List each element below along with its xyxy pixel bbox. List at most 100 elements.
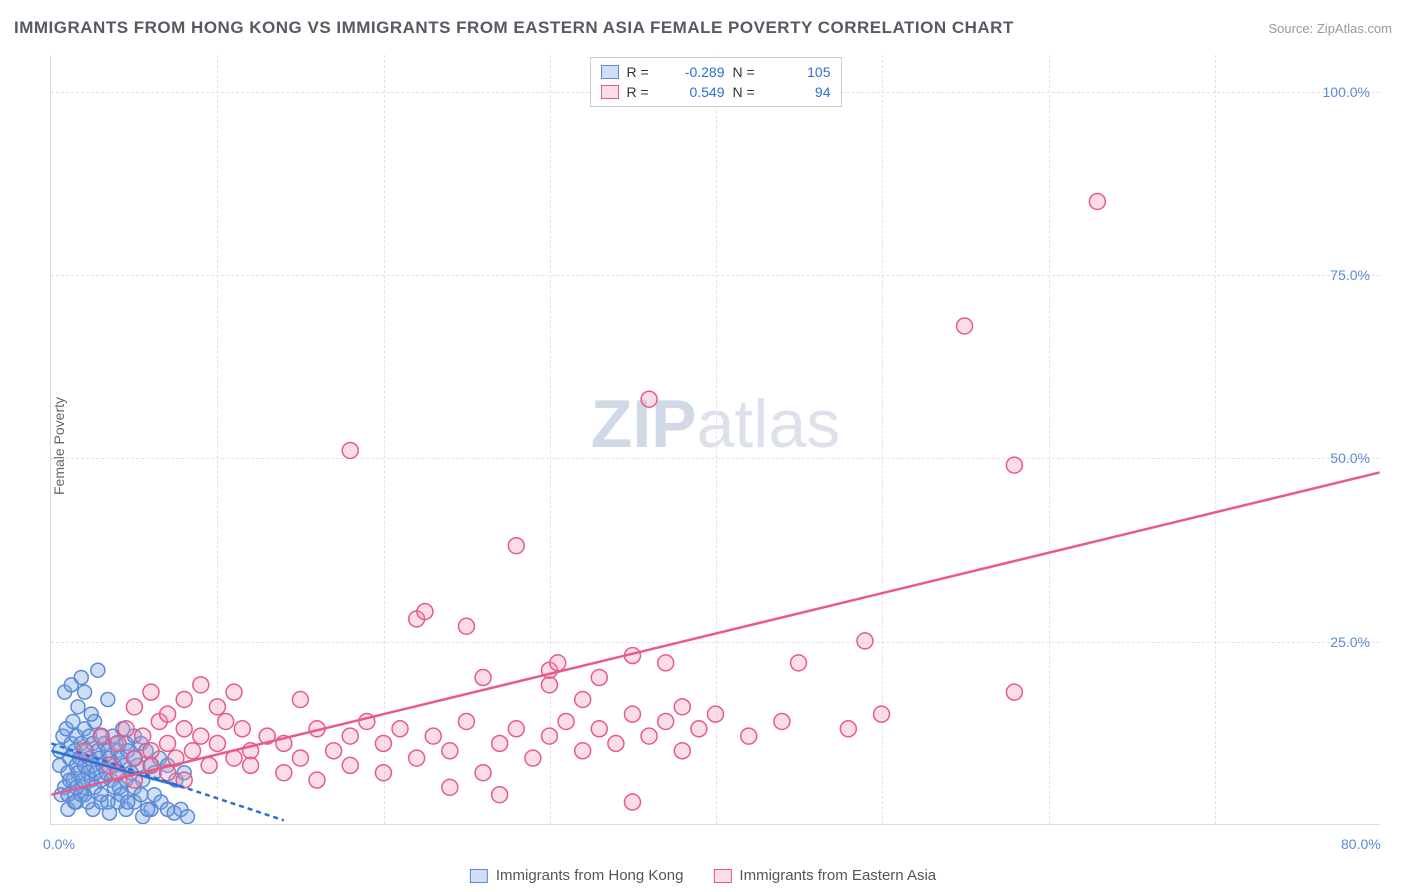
data-point [957, 318, 973, 334]
data-point [674, 699, 690, 715]
data-point [326, 743, 342, 759]
legend-item-ea: Immigrants from Eastern Asia [713, 867, 936, 884]
data-point [624, 706, 640, 722]
data-point [417, 604, 433, 620]
swatch-ea-icon [713, 869, 731, 883]
data-point [774, 713, 790, 729]
stat-r-label: R = [627, 64, 657, 80]
data-point [541, 677, 557, 693]
legend-item-hk: Immigrants from Hong Kong [470, 867, 684, 884]
data-point [375, 765, 391, 781]
data-point [118, 721, 134, 737]
data-point [134, 788, 148, 802]
data-point [442, 743, 458, 759]
x-tick-label: 80.0% [1341, 836, 1381, 852]
swatch-hk-icon [601, 65, 619, 79]
legend-bottom: Immigrants from Hong Kong Immigrants fro… [470, 867, 936, 884]
data-point [309, 772, 325, 788]
data-point [209, 699, 225, 715]
data-point [475, 765, 491, 781]
data-point [624, 794, 640, 810]
data-point [409, 750, 425, 766]
data-point [176, 721, 192, 737]
stat-r-label: R = [627, 84, 657, 100]
data-point [691, 721, 707, 737]
stat-r-value-ea: 0.549 [665, 84, 725, 100]
data-point [392, 721, 408, 737]
stat-r-value-hk: -0.289 [665, 64, 725, 80]
legend-stats: R = -0.289 N = 105 R = 0.549 N = 94 [590, 57, 842, 107]
data-point [181, 810, 195, 824]
data-point [508, 538, 524, 554]
chart-title: IMMIGRANTS FROM HONG KONG VS IMMIGRANTS … [14, 18, 1014, 38]
data-point [176, 692, 192, 708]
data-point [458, 713, 474, 729]
data-point [1089, 193, 1105, 209]
data-point [93, 728, 109, 744]
data-point [143, 684, 159, 700]
stat-n-value-ea: 94 [771, 84, 831, 100]
data-point [101, 693, 115, 707]
legend-label-ea: Immigrants from Eastern Asia [739, 867, 936, 884]
data-point [1006, 457, 1022, 473]
data-point [141, 802, 155, 816]
data-point [658, 713, 674, 729]
data-point [658, 655, 674, 671]
data-point [64, 678, 78, 692]
stat-n-label: N = [733, 64, 763, 80]
data-point [193, 728, 209, 744]
data-point [425, 728, 441, 744]
data-point [126, 750, 142, 766]
data-point [550, 655, 566, 671]
data-point [741, 728, 757, 744]
data-point [292, 750, 308, 766]
data-point [185, 743, 201, 759]
data-point [218, 713, 234, 729]
data-point [575, 743, 591, 759]
data-point [226, 684, 242, 700]
data-point [201, 757, 217, 773]
data-point [143, 743, 159, 759]
data-point [608, 735, 624, 751]
data-point [342, 442, 358, 458]
legend-label-hk: Immigrants from Hong Kong [496, 867, 684, 884]
data-point [458, 618, 474, 634]
source-label: Source: ZipAtlas.com [1268, 21, 1392, 36]
data-point [442, 779, 458, 795]
data-point [209, 735, 225, 751]
data-point [121, 795, 135, 809]
data-point [78, 685, 92, 699]
trend-line [51, 472, 1379, 794]
stat-n-value-hk: 105 [771, 64, 831, 80]
data-point [84, 707, 98, 721]
data-point [243, 757, 259, 773]
data-point [708, 706, 724, 722]
data-point [135, 728, 151, 744]
data-point [641, 391, 657, 407]
x-tick-label: 0.0% [43, 836, 75, 852]
data-point [91, 663, 105, 677]
data-point [525, 750, 541, 766]
data-point [475, 670, 491, 686]
data-point [874, 706, 890, 722]
data-point [575, 692, 591, 708]
swatch-hk-icon [470, 869, 488, 883]
data-point [375, 735, 391, 751]
data-point [160, 735, 176, 751]
data-point [71, 700, 85, 714]
data-point [541, 728, 557, 744]
chart-container: IMMIGRANTS FROM HONG KONG VS IMMIGRANTS … [0, 0, 1406, 892]
data-point [558, 713, 574, 729]
legend-row-ea: R = 0.549 N = 94 [601, 82, 831, 102]
data-point [81, 795, 95, 809]
data-point [292, 692, 308, 708]
data-point [492, 735, 508, 751]
data-point [492, 787, 508, 803]
title-bar: IMMIGRANTS FROM HONG KONG VS IMMIGRANTS … [14, 18, 1392, 38]
data-point [840, 721, 856, 737]
scatter-plot [51, 55, 1380, 824]
stat-n-label: N = [733, 84, 763, 100]
data-point [1006, 684, 1022, 700]
data-point [342, 757, 358, 773]
data-point [160, 706, 176, 722]
